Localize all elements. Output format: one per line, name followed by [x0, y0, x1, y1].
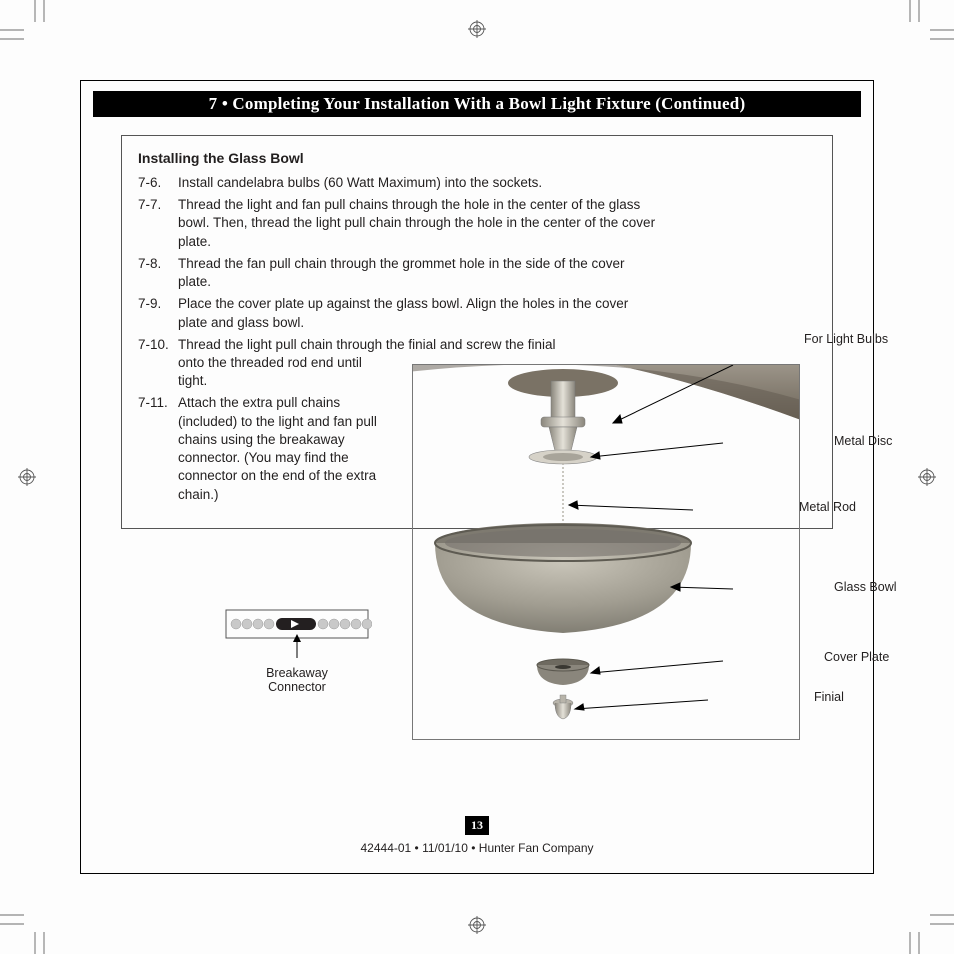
reg-mark-left — [18, 468, 36, 486]
content-box: Installing the Glass Bowl 7-6. Install c… — [121, 135, 833, 529]
callout-finial: Finial — [814, 690, 844, 704]
section-header: 7 • Completing Your Installation With a … — [93, 91, 861, 117]
crop-mark-br — [894, 894, 954, 954]
subsection-title: Installing the Glass Bowl — [138, 150, 816, 166]
step-7-6: 7-6. Install candelabra bulbs (60 Watt M… — [138, 174, 816, 192]
reg-mark-bottom — [468, 916, 486, 934]
breakaway-label-2: Connector — [222, 680, 372, 694]
breakaway-label-1: Breakaway — [222, 666, 372, 680]
page-frame: 7 • Completing Your Installation With a … — [80, 80, 874, 874]
callout-rod: Metal Rod — [799, 500, 856, 514]
breakaway-diagram: Breakaway Connector — [222, 606, 372, 694]
step-7-9: 7-9. Place the cover plate up against th… — [138, 295, 816, 331]
callout-bowl: Glass Bowl — [834, 580, 897, 594]
callout-bulbs: For Light Bulbs — [804, 332, 888, 346]
crop-mark-tr — [894, 0, 954, 60]
footer-line: 42444-01 • 11/01/10 • Hunter Fan Company — [81, 841, 873, 855]
callout-disc: Metal Disc — [834, 434, 892, 448]
reg-mark-right — [918, 468, 936, 486]
diagram — [412, 364, 800, 740]
step-7-7: 7-7. Thread the light and fan pull chain… — [138, 196, 816, 251]
callout-plate: Cover Plate — [824, 650, 889, 664]
step-7-8: 7-8. Thread the fan pull chain through t… — [138, 255, 816, 291]
crop-mark-bl — [0, 894, 60, 954]
reg-mark-top — [468, 20, 486, 38]
crop-mark-tl — [0, 0, 60, 60]
page-number: 13 — [465, 816, 489, 835]
